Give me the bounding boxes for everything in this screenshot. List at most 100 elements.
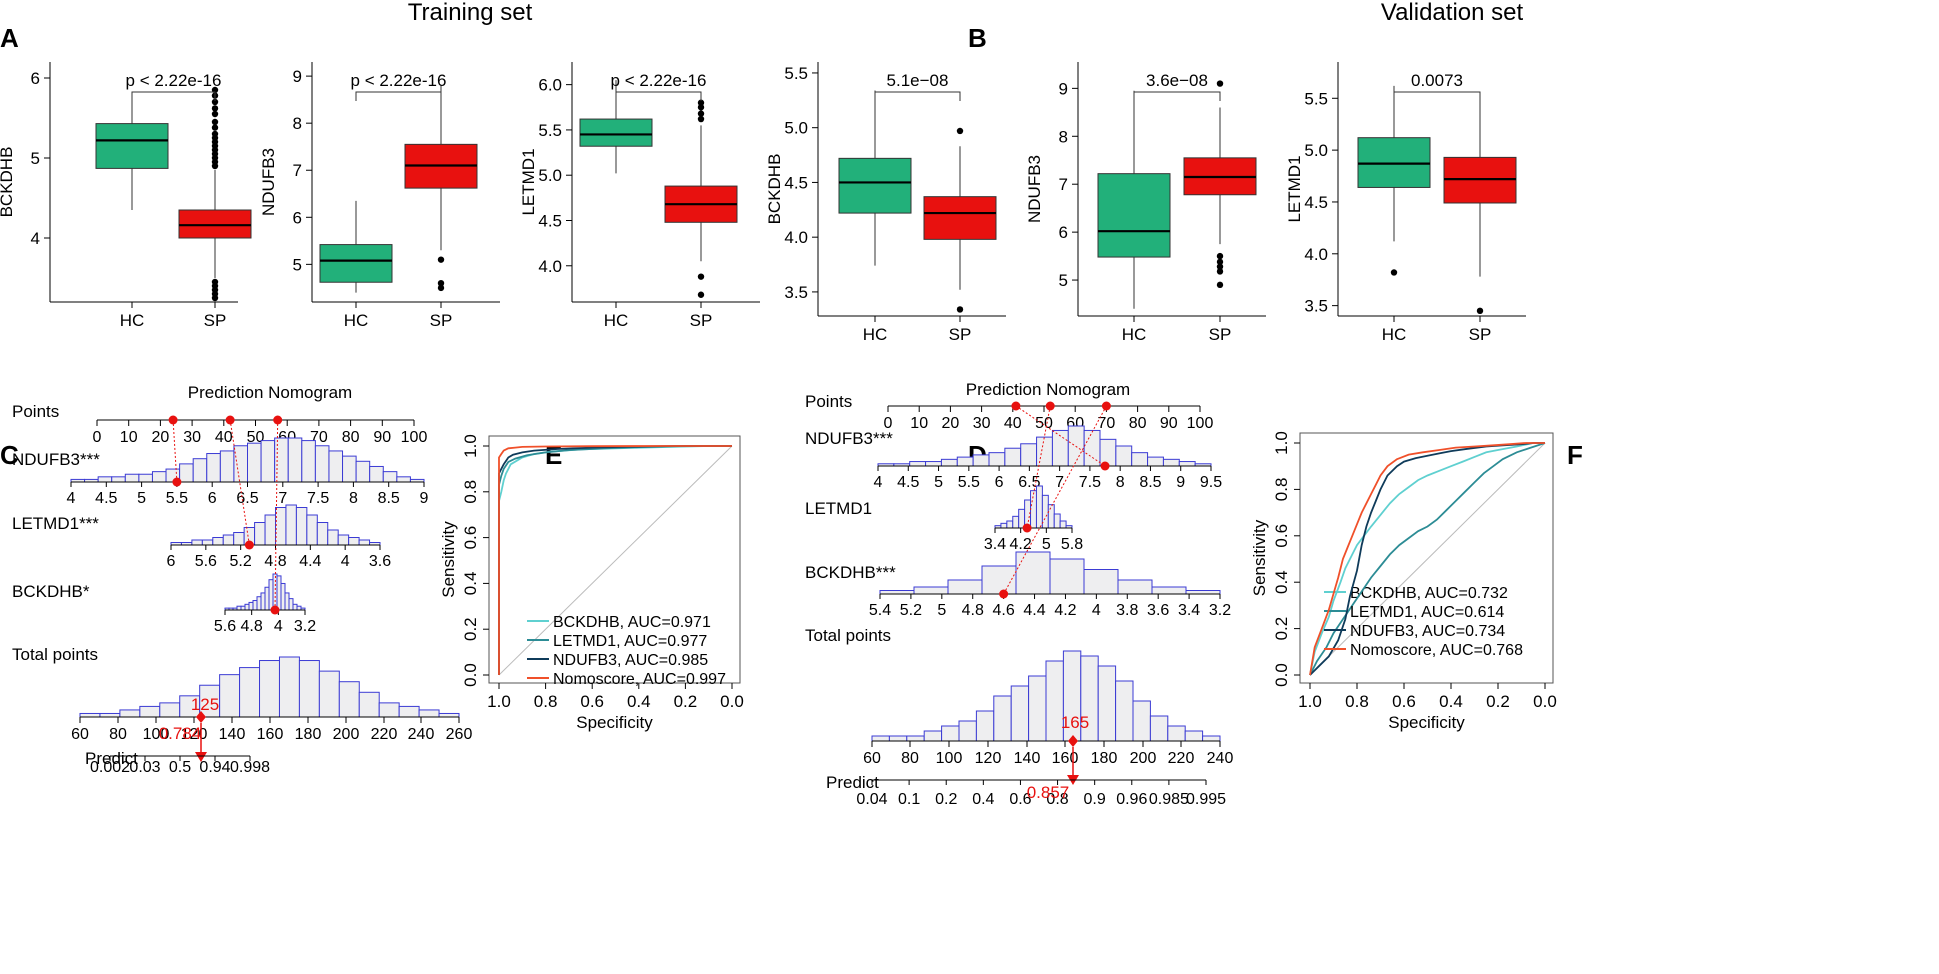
- legend-label-bckdhb: BCKDHB, AUC=0.732: [1350, 585, 1508, 602]
- predict-tick-label: 0.995: [1186, 791, 1226, 808]
- total-histogram-bar: [438, 712, 460, 718]
- histogram-bar: [382, 471, 398, 483]
- significance-bracket: [615, 91, 702, 101]
- predict-tick-label: 0.998: [230, 759, 270, 776]
- histogram-bar: [1047, 504, 1055, 529]
- y-tick-label: 0.2: [1272, 617, 1291, 641]
- y-tick-label: 0.6: [461, 526, 480, 550]
- points-marker: [225, 415, 235, 425]
- points-tick-label: 0: [93, 429, 102, 446]
- histogram-bar: [1030, 490, 1037, 529]
- total-histogram-bar: [1167, 725, 1186, 742]
- outlier-point: [697, 115, 705, 123]
- points-axis-label: Points: [12, 402, 59, 421]
- histogram-bar: [1049, 558, 1085, 595]
- histogram-bar: [328, 450, 344, 483]
- variable-tick-label: 4: [274, 618, 283, 635]
- x-axis-label: Specificity: [1388, 713, 1465, 732]
- total-points-value: 165: [1061, 713, 1089, 732]
- variable-marker: [999, 589, 1009, 599]
- histogram-bar: [1012, 515, 1020, 529]
- histogram-bar: [97, 476, 113, 483]
- variable-tick-label: 4: [1092, 602, 1101, 619]
- total-tick-label: 140: [1014, 750, 1041, 767]
- histogram-bar: [284, 592, 290, 611]
- box-hc: [1097, 173, 1171, 258]
- variable-tick-label: 5.6: [214, 618, 236, 635]
- variable-tick-label: 3.4: [984, 536, 1006, 553]
- outlier-point: [1476, 307, 1484, 315]
- y-tick-label: 0.6: [1272, 524, 1291, 548]
- total-histogram-bar: [119, 709, 141, 718]
- histogram-bar: [192, 458, 208, 483]
- y-tick-label: 7: [1059, 175, 1068, 194]
- x-tick-label: HC: [863, 325, 888, 344]
- x-tick-label: SP: [1469, 325, 1492, 344]
- variable-tick-label: 3.4: [1178, 602, 1200, 619]
- y-tick-label: 7: [293, 161, 302, 180]
- y-tick-label: 8: [293, 114, 302, 133]
- predict-tick-label: 0.04: [856, 791, 887, 808]
- variable-tick-label: 7.5: [1079, 474, 1101, 491]
- outlier-point: [956, 306, 964, 313]
- points-tick-label: 40: [215, 429, 233, 446]
- histogram-bar: [1151, 586, 1187, 595]
- total-histogram-bar: [906, 735, 925, 742]
- total-histogram-bar: [993, 695, 1012, 742]
- points-axis-label: Points: [805, 392, 852, 411]
- total-tick-label: 180: [1091, 750, 1118, 767]
- histogram-bar: [1083, 569, 1119, 595]
- panel-label-a: A: [0, 23, 19, 53]
- p-value-label: p < 2.22e-16: [611, 71, 707, 90]
- variable-tick-label: 5.2: [230, 553, 252, 570]
- outlier-point: [211, 294, 219, 302]
- total-histogram-bar: [318, 670, 340, 718]
- x-tick-label: HC: [1382, 325, 1407, 344]
- total-tick-label: 140: [219, 726, 246, 743]
- histogram-bar: [236, 605, 242, 611]
- histogram-bar: [264, 586, 270, 611]
- histogram-bar: [1178, 461, 1196, 467]
- histogram-bar: [276, 575, 282, 611]
- histogram-bar: [222, 534, 235, 546]
- roc-line-nomoscore: [498, 445, 732, 675]
- histogram-bar: [342, 455, 357, 483]
- y-tick-label: 6: [31, 69, 40, 88]
- panel-label-c: C: [0, 440, 19, 470]
- points-tick-label: 80: [1129, 415, 1147, 432]
- histogram-bar: [206, 453, 221, 483]
- total-histogram-bar: [398, 705, 420, 718]
- total-histogram-bar: [975, 710, 995, 742]
- histogram-bar: [909, 461, 927, 467]
- total-tick-label: 200: [1130, 750, 1157, 767]
- variable-tick-label: 9.5: [1200, 474, 1222, 491]
- total-tick-label: 180: [295, 726, 322, 743]
- boxplot-b3: 3.5 4.0 4.5 5.0 5.5 LETMD1 HC SP 0.0073: [1285, 62, 1526, 344]
- variable-tick-label: 4.8: [241, 618, 263, 635]
- significance-bracket: [874, 91, 961, 101]
- predict-tick-label: 0.4: [972, 791, 994, 808]
- histogram-bar: [260, 592, 266, 611]
- outlier-point: [211, 124, 219, 131]
- points-marker: [168, 415, 178, 425]
- total-histogram-bar: [871, 735, 890, 742]
- legend-label-ndufb3: NDUFB3, AUC=0.734: [1350, 623, 1505, 640]
- variable-tick-label: 4.4: [299, 553, 321, 570]
- variable-tick-label: 5: [137, 490, 146, 507]
- panel-label-f: F: [1567, 440, 1583, 470]
- histogram-bar: [292, 603, 298, 611]
- total-tick-label: 60: [863, 750, 881, 767]
- predict-tick-label: 0.1: [898, 791, 920, 808]
- total-histogram-bar: [219, 674, 241, 718]
- total-histogram-bar: [378, 702, 400, 718]
- y-tick-label: 0.4: [1272, 570, 1291, 594]
- histogram-bar: [138, 473, 153, 483]
- y-tick-label: 4.5: [1304, 193, 1328, 212]
- histogram-bar: [348, 537, 360, 546]
- variable-tick-label: 3.2: [294, 618, 316, 635]
- variable-tick-label: 4.4: [1023, 602, 1045, 619]
- predict-tick-label: 0.6: [1009, 791, 1031, 808]
- predict-tick-label: 0.96: [1116, 791, 1147, 808]
- variable-tick-label: 5.4: [869, 602, 891, 619]
- variable-tick-label: 5: [934, 474, 943, 491]
